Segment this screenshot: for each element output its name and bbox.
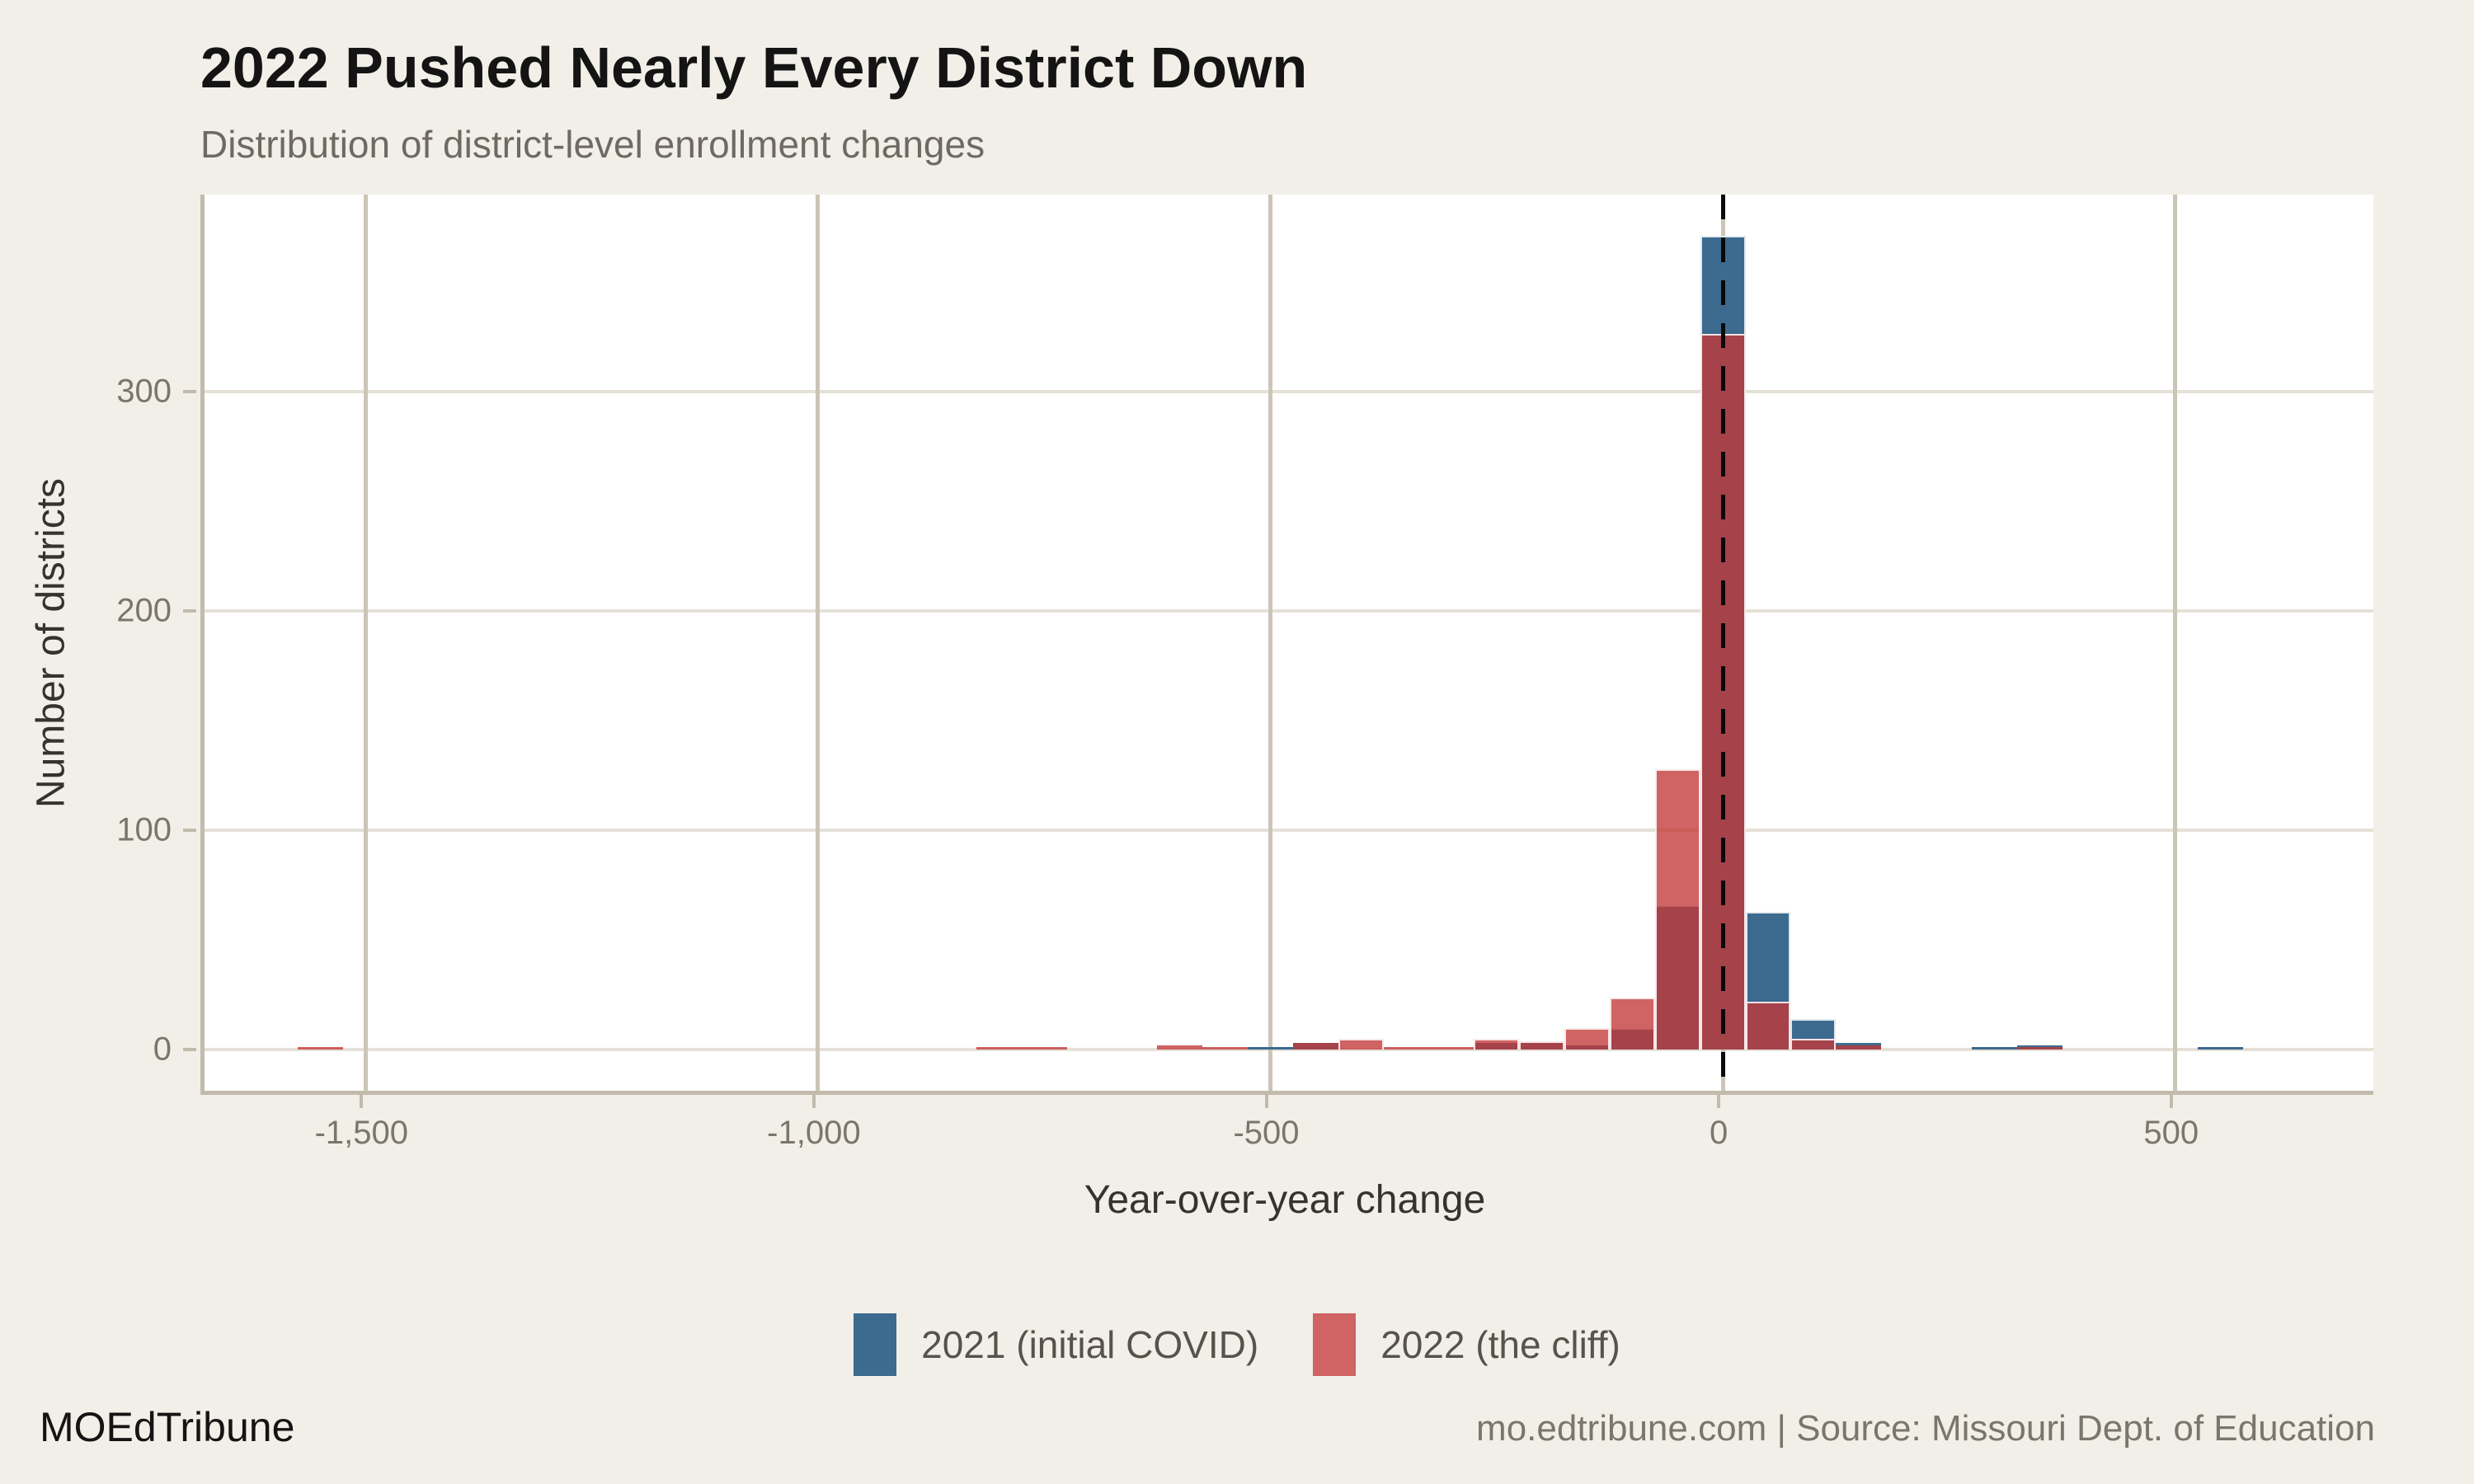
legend-label: 2021 (initial COVID) xyxy=(921,1323,1259,1366)
legend-label: 2022 (the cliff) xyxy=(1380,1323,1620,1366)
histogram-bar-2022 xyxy=(1292,1043,1338,1050)
vertical-gridline xyxy=(363,195,368,1091)
histogram-bar-2022 xyxy=(1021,1047,1067,1050)
x-axis-tick-label: 500 xyxy=(2143,1115,2199,1151)
x-axis-tick xyxy=(2169,1095,2173,1108)
y-axis-tick-label: 0 xyxy=(153,1031,172,1068)
histogram-bar-2022 xyxy=(1609,997,1655,1050)
histogram-bar-2022 xyxy=(1836,1045,1882,1050)
histogram-bar-2022 xyxy=(1790,1039,1837,1050)
histogram-bar-2021 xyxy=(1971,1047,2017,1050)
x-axis-tick-label: -500 xyxy=(1233,1115,1300,1151)
horizontal-gridline xyxy=(205,608,2373,613)
y-axis-tick xyxy=(183,389,196,393)
x-axis-tick xyxy=(360,1095,364,1108)
histogram-bar-2021 xyxy=(2198,1047,2243,1050)
y-axis-tick xyxy=(183,1048,196,1052)
y-axis-tick-label: 100 xyxy=(116,811,172,848)
footer-brand: MOEdTribune xyxy=(40,1404,295,1450)
x-axis-tick xyxy=(1264,1095,1268,1108)
histogram-bar-2022 xyxy=(1338,1039,1384,1050)
x-axis-tick xyxy=(811,1095,816,1108)
vertical-gridline xyxy=(1268,195,1272,1091)
histogram-bar-2022 xyxy=(1474,1039,1520,1050)
plot-area xyxy=(200,195,2373,1095)
x-axis-title: Year-over-year change xyxy=(1084,1178,1486,1222)
chart-subtitle: Distribution of district-level enrollmen… xyxy=(200,123,985,166)
horizontal-gridline xyxy=(205,1048,2373,1052)
legend-swatch-2022 xyxy=(1313,1313,1357,1376)
legend-item: 2022 (the cliff) xyxy=(1313,1313,1620,1376)
histogram-bar-2022 xyxy=(1654,768,1700,1050)
histogram-bar-2022 xyxy=(1202,1047,1249,1050)
legend: 2021 (initial COVID) 2022 (the cliff) xyxy=(0,1308,2474,1382)
y-axis-tick-label: 200 xyxy=(116,592,172,629)
legend-item: 2021 (initial COVID) xyxy=(854,1313,1258,1376)
vertical-gridline xyxy=(2173,195,2178,1091)
legend-swatch-2021 xyxy=(854,1313,897,1376)
y-axis-title: Number of districts xyxy=(29,477,73,809)
x-axis-tick-label: -1,000 xyxy=(767,1115,861,1151)
histogram-bar-2022 xyxy=(976,1047,1022,1050)
histogram-bar-2022 xyxy=(1428,1047,1475,1050)
histogram-bar-2022 xyxy=(1564,1027,1610,1050)
vertical-gridline xyxy=(816,195,821,1091)
histogram-bar-2022 xyxy=(2016,1047,2062,1050)
footer-source-attribution: mo.edtribune.com | Source: Missouri Dept… xyxy=(1476,1408,2375,1449)
y-axis-tick-label: 300 xyxy=(116,373,172,410)
histogram-bar-2022 xyxy=(1745,1001,1791,1050)
y-axis-tick xyxy=(183,608,196,613)
y-axis-tick xyxy=(183,829,196,833)
histogram-bar-2022 xyxy=(1519,1040,1565,1050)
chart-title: 2022 Pushed Nearly Every District Down xyxy=(200,35,1308,100)
horizontal-gridline xyxy=(205,829,2373,833)
x-axis-tick-label: 0 xyxy=(1709,1115,1729,1151)
x-axis-tick xyxy=(1717,1095,1721,1108)
horizontal-gridline xyxy=(205,389,2373,393)
x-axis-tick-label: -1,500 xyxy=(314,1115,409,1151)
histogram-bar-2022 xyxy=(1383,1047,1429,1050)
histogram-bar-2022 xyxy=(298,1047,343,1050)
zero-reference-line xyxy=(1720,195,1725,1091)
histogram-bar-2021 xyxy=(1248,1047,1293,1050)
histogram-bar-2022 xyxy=(1157,1045,1203,1050)
